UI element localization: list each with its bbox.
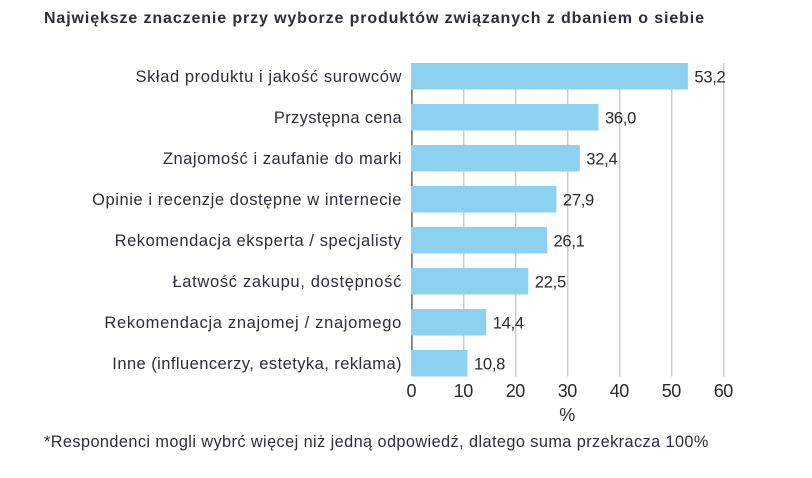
svg-text:30: 30 (558, 381, 578, 401)
svg-text:36,0: 36,0 (605, 109, 636, 128)
svg-text:50: 50 (662, 381, 682, 401)
svg-text:22,5: 22,5 (535, 273, 566, 292)
svg-text:Znajomość i zaufanie do marki: Znajomość i zaufanie do marki (163, 150, 402, 168)
svg-text:Rekomendacja znajomej / znajom: Rekomendacja znajomej / znajomego (104, 314, 402, 332)
svg-text:Największe znaczenie przy wybo: Największe znaczenie przy wyborze produk… (44, 10, 705, 27)
svg-text:Rekomendacja eksperta / specja: Rekomendacja eksperta / specjalisty (115, 232, 403, 250)
svg-text:60: 60 (714, 381, 734, 401)
svg-text:40: 40 (610, 381, 630, 401)
svg-text:0: 0 (407, 381, 417, 401)
svg-text:*Respondenci mogli wybrć więce: *Respondenci mogli wybrć więcej niż jedn… (44, 433, 709, 451)
svg-text:14,4: 14,4 (493, 314, 524, 333)
svg-text:Opinie i recenzje dostępne w i: Opinie i recenzje dostępne w internecie (92, 191, 402, 209)
svg-text:20: 20 (506, 381, 526, 401)
svg-text:10: 10 (454, 381, 474, 401)
svg-text:27,9: 27,9 (563, 191, 594, 210)
svg-text:%: % (559, 405, 575, 425)
svg-text:53,2: 53,2 (694, 68, 725, 87)
svg-text:Łatwość zakupu, dostępność: Łatwość zakupu, dostępność (172, 273, 402, 291)
svg-text:Skład produktu i jakość surowc: Skład produktu i jakość surowców (136, 68, 403, 86)
svg-text:10,8: 10,8 (474, 355, 505, 374)
svg-text:32,4: 32,4 (586, 150, 617, 169)
svg-text:Inne (influencerzy, estetyka,: Inne (influencerzy, estetyka, reklama) (112, 355, 402, 373)
svg-text:Przystępna cena: Przystępna cena (274, 109, 403, 127)
svg-text:26,1: 26,1 (554, 232, 585, 251)
